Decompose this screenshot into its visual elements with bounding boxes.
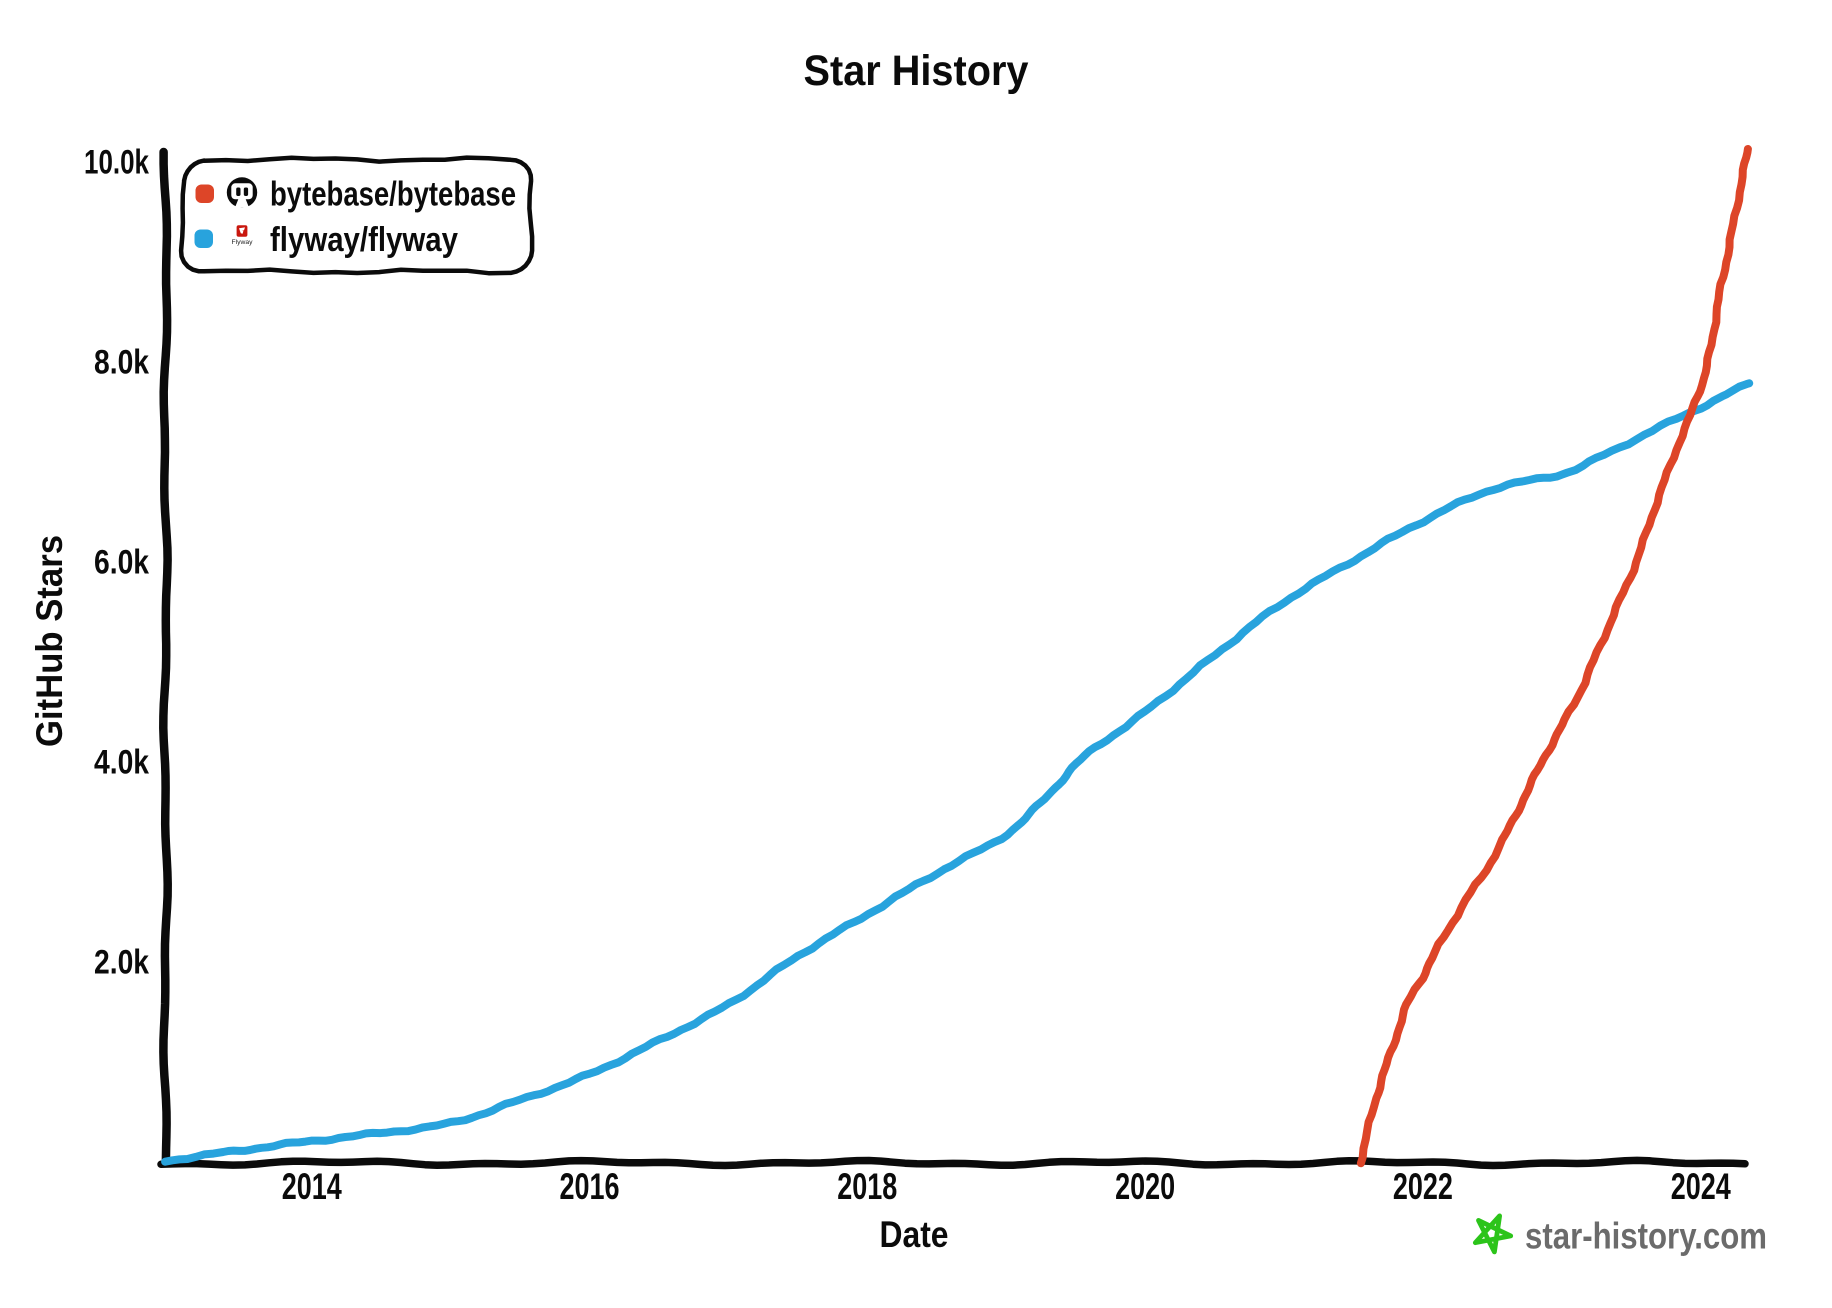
svg-text:2022: 2022 — [1393, 1166, 1453, 1207]
svg-text:10.0k: 10.0k — [84, 144, 149, 182]
svg-text:2020: 2020 — [1115, 1166, 1175, 1207]
svg-text:4.0k: 4.0k — [94, 744, 149, 782]
svg-text:flyway/flyway: flyway/flyway — [270, 221, 458, 259]
svg-text:star-history.com: star-history.com — [1525, 1216, 1767, 1257]
svg-text:8.0k: 8.0k — [94, 344, 149, 382]
svg-text:6.0k: 6.0k — [94, 544, 149, 582]
svg-text:GitHub Stars: GitHub Stars — [29, 535, 70, 747]
svg-text:2.0k: 2.0k — [94, 944, 149, 982]
svg-text:Flyway: Flyway — [232, 239, 254, 246]
svg-text:2018: 2018 — [837, 1166, 897, 1207]
svg-text:2014: 2014 — [282, 1166, 342, 1207]
svg-text:bytebase/bytebase: bytebase/bytebase — [270, 176, 516, 214]
svg-text:2024: 2024 — [1671, 1166, 1731, 1207]
svg-text:Date: Date — [880, 1214, 949, 1255]
svg-text:Star History: Star History — [804, 47, 1029, 95]
svg-text:2016: 2016 — [560, 1166, 620, 1207]
